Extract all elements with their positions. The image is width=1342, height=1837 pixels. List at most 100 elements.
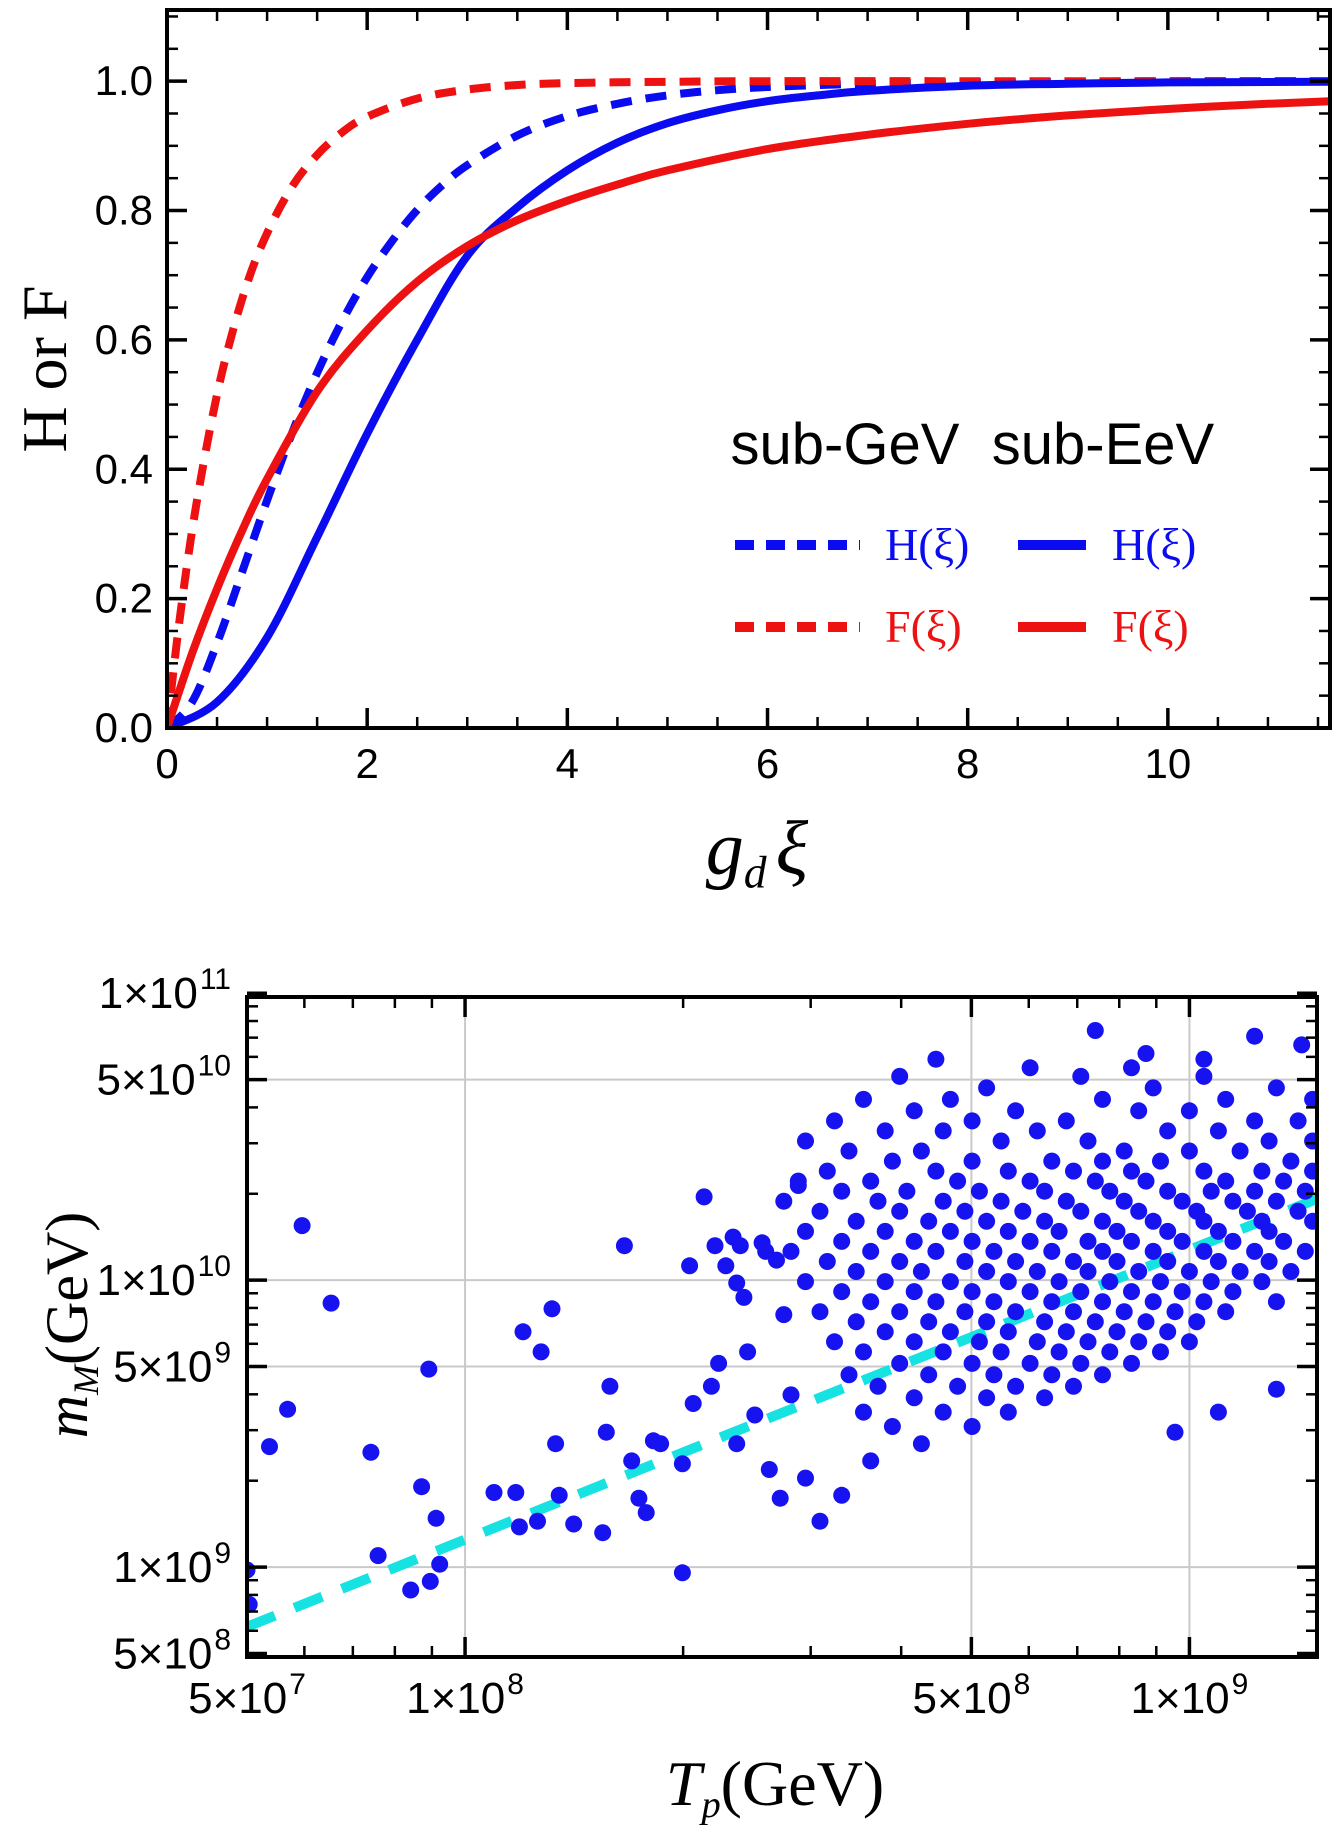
scatter-point [869,1377,887,1395]
scatter-point [322,1294,340,1312]
scatter-point [1137,1045,1155,1062]
scatter-point [1079,1333,1097,1351]
scatter-point [1036,1212,1054,1230]
scatter-point [413,1478,431,1496]
scatter-point [992,1132,1010,1150]
curve-1 [167,77,1330,728]
scatter-point [1282,1152,1300,1170]
scatter-point [695,1188,713,1206]
scatter-point [1007,1102,1025,1120]
scatter-point [1195,1212,1213,1230]
scatter-point [1159,1182,1177,1200]
scatter-point [862,1293,880,1311]
scatter-point [1293,1036,1311,1054]
scatter-point [1028,1333,1046,1351]
scatter-point [1217,1303,1235,1321]
scatter-point [782,1386,800,1404]
scatter-point [920,1313,938,1331]
scatter-point [1159,1253,1177,1270]
scatter-point [768,1251,785,1269]
scatter-point [1123,1162,1140,1180]
scatter-point [1253,1162,1271,1180]
scatter-point [833,1283,851,1301]
scatter-point [891,1303,909,1321]
scatter-point [1180,1333,1198,1351]
scatter-point [811,1512,829,1530]
scatter-point [956,1253,974,1270]
xlabel-g: g [705,806,744,891]
scatter-point [905,1283,923,1301]
scatter-point [970,1182,988,1200]
scatter-point [673,1564,691,1582]
scatter-point [949,1172,967,1190]
scatter-point [746,1406,764,1424]
scatter-point [1159,1222,1177,1240]
scatter-point [1115,1142,1133,1160]
scatter-point [1094,1366,1111,1384]
scatter-point [1195,1293,1213,1311]
scatter-point [1130,1263,1148,1280]
scatter-point [1072,1283,1090,1301]
scatter-point [1043,1293,1061,1311]
scatter-point [1108,1222,1126,1240]
scatter-point [1036,1389,1054,1407]
scatter-point [941,1222,959,1240]
svg-text:1.0: 1.0 [95,57,153,104]
scatter-point [775,1192,793,1210]
scatter-point [891,1067,909,1085]
scatter-point [978,1212,996,1230]
scatter-point [362,1443,380,1461]
scatter-point [601,1377,619,1395]
scatter-point [735,1288,753,1306]
scatter-point [1224,1192,1242,1210]
scatter-point [833,1486,851,1504]
scatter-point [891,1253,909,1270]
scatter-point [547,1435,565,1453]
scatter-point [1267,1079,1285,1097]
scatter-point [1188,1313,1206,1331]
scatter-point [1007,1377,1025,1395]
scatter-point [369,1547,387,1565]
scatter-point [731,1237,749,1255]
scatter-point [1123,1059,1140,1077]
ylabel-sub-M: M [65,1364,106,1395]
scatter-point [1224,1283,1242,1301]
svg-text:8: 8 [956,740,979,787]
scatter-point [1159,1323,1177,1341]
scatter-point [739,1343,757,1361]
scatter-point [1304,1212,1317,1230]
scatter-point [1217,1172,1235,1190]
scatter-point [420,1360,438,1378]
scatter-point [1072,1067,1090,1085]
svg-text:4: 4 [556,740,579,787]
tick-labels: 0 2 4 6 8 10 0.0 0.2 0.4 0.6 0.8 1.0 [95,57,1192,787]
scatter-point [1065,1303,1082,1321]
scatter-point [1072,1354,1090,1372]
scatter-point [963,1354,981,1372]
scatter-point [1086,1022,1104,1039]
scatter-point [876,1122,894,1140]
scatter-point [532,1343,550,1361]
scatter-point [1267,1192,1285,1210]
svg-text:6: 6 [756,740,779,787]
scatter-point [1079,1263,1097,1280]
scatter-point [1253,1273,1271,1291]
scatter-point [485,1484,503,1501]
scatter-point [1275,1172,1293,1190]
svg-text:5×108: 5×108 [113,1623,231,1678]
svg-text:1×109: 1×109 [1131,1668,1249,1723]
svg-text:1×1011: 1×1011 [99,963,231,1018]
scatter-point [402,1581,420,1599]
scatter-point [869,1192,887,1210]
scatter-point [1050,1273,1068,1291]
scatter-point [1137,1313,1155,1331]
scatter-point [1115,1303,1133,1321]
scatter-point [1260,1132,1278,1150]
scatter-point [1282,1263,1300,1280]
scatter-point [760,1461,778,1478]
xlabel-T: T [665,1748,702,1820]
scatter-point [1115,1192,1133,1210]
scatter-point [927,1242,945,1260]
scatter-point [833,1182,851,1200]
legend-sample-dashed-blue [735,540,860,550]
